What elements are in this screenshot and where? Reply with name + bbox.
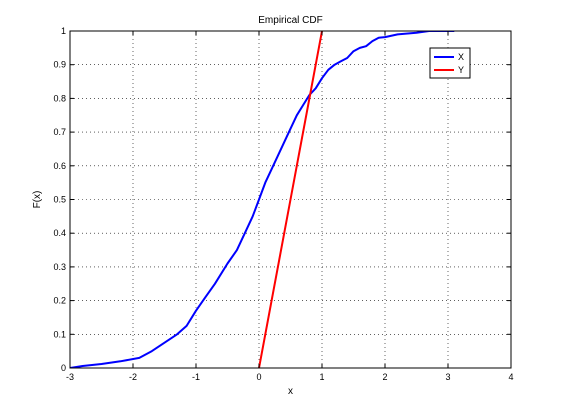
x-axis-label: x <box>288 386 293 397</box>
y-tick-label-0: 0 <box>61 363 66 373</box>
x-tick-label-4: 1 <box>319 372 324 382</box>
series-line-x <box>70 31 455 368</box>
legend-label-y: Y <box>458 65 464 75</box>
legend-label-x: X <box>458 52 464 62</box>
legend-box <box>429 47 471 79</box>
y-tick-label-2: 0.2 <box>53 296 66 306</box>
y-tick-label-9: 0.9 <box>53 60 66 70</box>
x-tick-label-7: 4 <box>508 372 513 382</box>
y-tick-label-8: 0.8 <box>53 93 66 103</box>
y-tick-label-4: 0.4 <box>53 228 66 238</box>
x-tick-label-5: 2 <box>382 372 387 382</box>
y-tick-label-1: 0.1 <box>53 329 66 339</box>
y-tick-label-10: 1 <box>61 26 66 36</box>
y-axis-label: F(x) <box>32 191 43 209</box>
x-tick-label-0: -3 <box>66 372 74 382</box>
ticks <box>69 30 512 369</box>
y-tick-label-5: 0.5 <box>53 195 66 205</box>
x-tick-label-1: -2 <box>129 372 137 382</box>
series-line-y <box>258 31 323 368</box>
y-tick-label-3: 0.3 <box>53 262 66 272</box>
x-tick-label-6: 3 <box>445 372 450 382</box>
x-tick-label-2: -1 <box>192 372 200 382</box>
legend: XY <box>429 47 471 79</box>
y-tick-label-6: 0.6 <box>53 161 66 171</box>
series-layer <box>70 31 455 368</box>
y-tick-label-7: 0.7 <box>53 127 66 137</box>
chart-title: Empirical CDF <box>258 15 322 26</box>
tick-labels: -3 -2 -1 0 1 2 3 4 0 0.1 0.2 0.3 0.4 0.5 0.6 0.7 0.8 0.9 1 <box>53 26 513 382</box>
x-tick-label-3: 0 <box>256 372 261 382</box>
